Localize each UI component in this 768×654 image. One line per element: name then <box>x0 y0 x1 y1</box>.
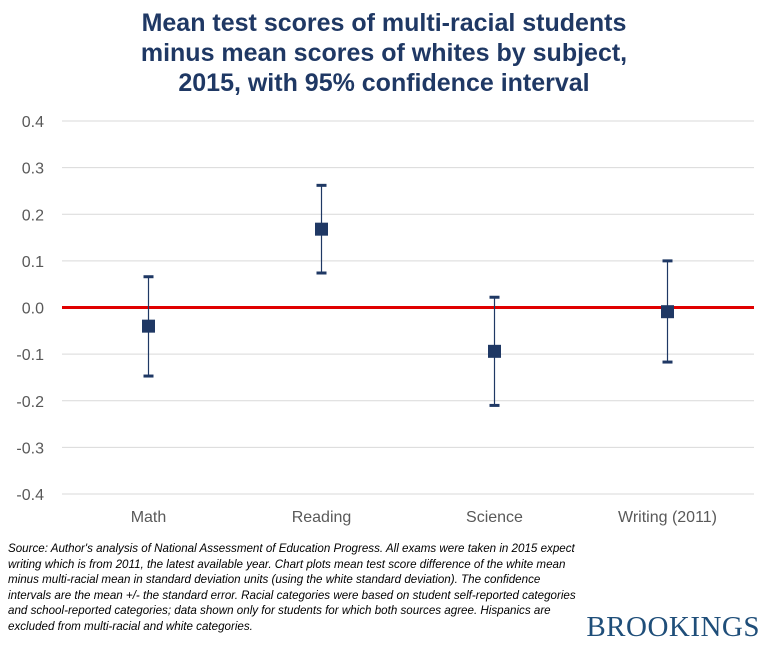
y-tick-label: 0.0 <box>22 301 44 318</box>
source-note: Source: Author's analysis of National As… <box>8 542 576 633</box>
chart-title-line-1: Mean test scores of multi-racial student… <box>141 9 627 37</box>
x-category-label: Math <box>131 509 167 526</box>
y-tick-label: -0.4 <box>16 487 44 504</box>
chart-title: Mean test scores of multi-racial student… <box>0 8 768 98</box>
y-tick-label: 0.1 <box>22 254 44 271</box>
mean-marker <box>488 344 501 358</box>
y-tick-label: -0.1 <box>16 347 44 364</box>
mean-marker <box>315 222 328 236</box>
brookings-logo: BROOKINGS <box>586 611 760 643</box>
x-category-label: Reading <box>292 509 352 526</box>
mean-marker <box>142 319 155 333</box>
error-bars <box>143 183 673 407</box>
x-axis-category-labels: Math Reading Science Writing (2011) <box>131 509 717 526</box>
y-tick-label: 0.4 <box>22 114 44 131</box>
chart-title-line-2: minus mean scores of whites by subject, <box>140 39 628 67</box>
data-markers <box>142 222 674 358</box>
chart-title-line-3: 2015, with 95% confidence interval <box>178 69 590 97</box>
x-category-label: Writing (2011) <box>618 509 717 526</box>
x-category-label: Science <box>466 509 523 526</box>
y-axis-tick-labels: 0.4 0.3 0.2 0.1 0.0 -0.1 -0.2 -0.3 -0.4 <box>16 114 44 504</box>
y-tick-label: 0.3 <box>22 161 44 178</box>
mean-marker <box>661 305 674 319</box>
y-tick-label: 0.2 <box>22 207 44 224</box>
y-tick-label: -0.3 <box>16 440 44 457</box>
y-tick-label: -0.2 <box>16 394 44 411</box>
